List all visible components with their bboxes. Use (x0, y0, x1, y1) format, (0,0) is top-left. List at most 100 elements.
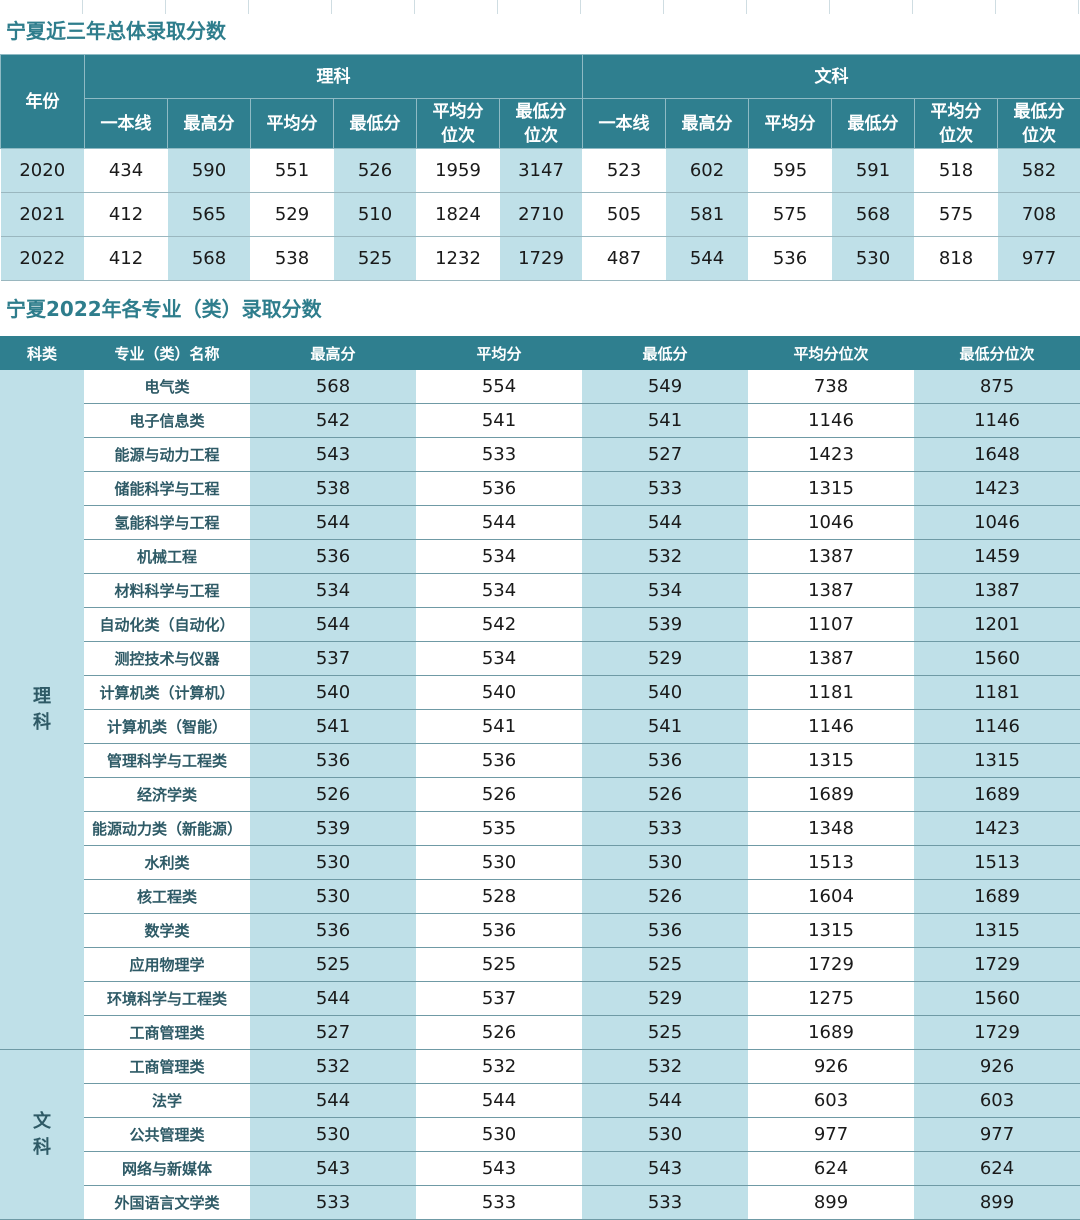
score-cell: 1513 (748, 846, 914, 880)
major-name: 测控技术与仪器 (84, 642, 250, 676)
score-cell: 523 (583, 149, 666, 193)
score-cell: 535 (416, 812, 582, 846)
score-cell: 544 (666, 237, 749, 281)
score-cell: 544 (250, 1084, 416, 1118)
major-name: 核工程类 (84, 880, 250, 914)
score-cell: 1232 (417, 237, 500, 281)
score-cell: 536 (416, 914, 582, 948)
score-cell: 526 (582, 778, 748, 812)
score-cell: 534 (416, 540, 582, 574)
major-name: 计算机类（智能） (84, 710, 250, 744)
score-cell: 1315 (748, 472, 914, 506)
score-cell: 525 (334, 237, 417, 281)
column-header: 平均分位次 (748, 336, 914, 370)
score-cell: 541 (416, 404, 582, 438)
score-cell: 526 (334, 149, 417, 193)
score-cell: 544 (250, 608, 416, 642)
score-cell: 581 (666, 193, 749, 237)
score-cell: 1107 (748, 608, 914, 642)
major-name: 机械工程 (84, 540, 250, 574)
score-cell: 565 (168, 193, 251, 237)
score-cell: 575 (749, 193, 832, 237)
score-cell: 1959 (417, 149, 500, 193)
score-cell: 1604 (748, 880, 914, 914)
score-cell: 525 (250, 948, 416, 982)
score-cell: 1689 (914, 778, 1080, 812)
score-cell: 526 (582, 880, 748, 914)
score-cell: 543 (250, 1152, 416, 1186)
score-cell: 540 (250, 676, 416, 710)
score-cell: 568 (250, 370, 416, 404)
score-cell: 536 (250, 540, 416, 574)
score-cell: 530 (250, 846, 416, 880)
score-cell: 541 (582, 710, 748, 744)
score-cell: 544 (416, 506, 582, 540)
major-name: 电气类 (84, 370, 250, 404)
score-cell: 595 (749, 149, 832, 193)
category-cell: 理 科 (0, 370, 84, 1050)
score-cell: 1046 (914, 506, 1080, 540)
score-cell: 412 (85, 193, 168, 237)
score-cell: 738 (748, 370, 914, 404)
score-cell: 533 (582, 812, 748, 846)
score-cell: 1423 (748, 438, 914, 472)
score-cell: 537 (416, 982, 582, 1016)
score-cell: 534 (582, 574, 748, 608)
score-cell: 542 (416, 608, 582, 642)
score-cell: 603 (748, 1084, 914, 1118)
major-name: 能源动力类（新能源） (84, 812, 250, 846)
score-cell: 926 (914, 1050, 1080, 1084)
column-header: 一本线 (85, 99, 168, 149)
score-cell: 554 (416, 370, 582, 404)
score-cell: 526 (416, 1016, 582, 1050)
score-cell: 532 (582, 540, 748, 574)
score-cell: 1729 (748, 948, 914, 982)
major-name: 材料科学与工程 (84, 574, 250, 608)
score-cell: 541 (250, 710, 416, 744)
category-cell: 文 科 (0, 1050, 84, 1220)
overall-scores-title: 宁夏近三年总体录取分数 (6, 14, 226, 48)
score-cell: 533 (416, 438, 582, 472)
score-cell: 2710 (500, 193, 583, 237)
major-name: 法学 (84, 1084, 250, 1118)
score-cell: 544 (416, 1084, 582, 1118)
score-cell: 603 (914, 1084, 1080, 1118)
score-cell: 1315 (748, 914, 914, 948)
score-cell: 538 (250, 472, 416, 506)
score-cell: 1275 (748, 982, 914, 1016)
score-cell: 542 (250, 404, 416, 438)
score-cell: 1315 (914, 914, 1080, 948)
column-header: 最低分 (582, 336, 748, 370)
score-cell: 977 (748, 1118, 914, 1152)
score-cell: 539 (582, 608, 748, 642)
score-cell: 536 (749, 237, 832, 281)
score-cell: 1459 (914, 540, 1080, 574)
column-header: 专业（类）名称 (84, 336, 250, 370)
overall-scores-table: 年份 理科 文科 一本线最高分平均分最低分平均分 位次最低分 位次一本线最高分平… (0, 54, 1080, 281)
score-cell: 534 (416, 574, 582, 608)
score-cell: 549 (582, 370, 748, 404)
score-cell: 541 (582, 404, 748, 438)
score-cell: 528 (416, 880, 582, 914)
score-cell: 526 (416, 778, 582, 812)
score-cell: 534 (250, 574, 416, 608)
score-cell: 525 (582, 948, 748, 982)
score-cell: 539 (250, 812, 416, 846)
score-cell: 1423 (914, 812, 1080, 846)
score-cell: 540 (416, 676, 582, 710)
major-name: 公共管理类 (84, 1118, 250, 1152)
score-cell: 1387 (748, 574, 914, 608)
score-cell: 530 (250, 880, 416, 914)
